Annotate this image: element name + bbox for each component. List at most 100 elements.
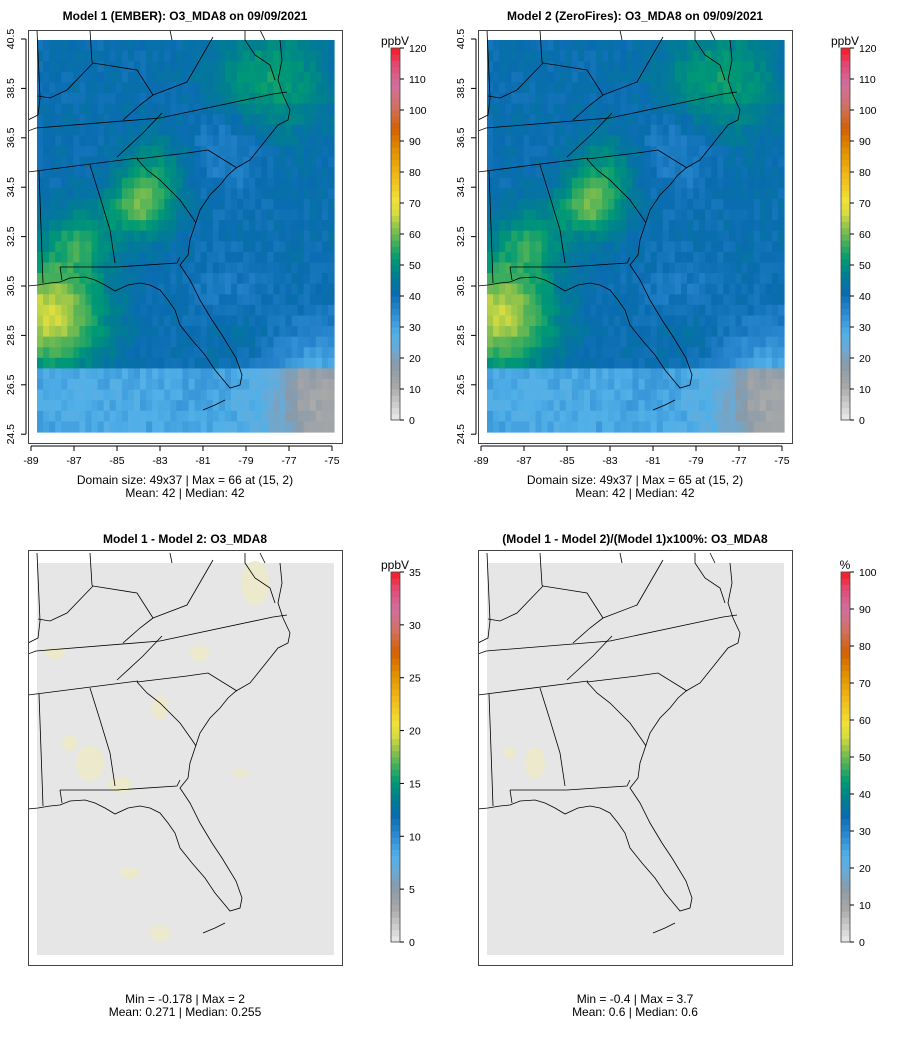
heatmap-cell: [158, 421, 165, 433]
heatmap-cell: [237, 273, 244, 285]
heatmap-cell: [200, 389, 208, 401]
heatmap-cell: [224, 50, 232, 62]
colorbar-swatch: [841, 578, 850, 585]
heatmap-cell: [771, 103, 779, 115]
heatmap-cell: [668, 71, 676, 83]
stats-footer: Domain size: 49x37 | Max = 66 at (15, 2): [77, 473, 293, 487]
colorbar-swatch: [841, 917, 850, 924]
heatmap-cell: [249, 251, 256, 264]
heatmap-cell: [680, 209, 688, 221]
heatmap-cell: [224, 283, 232, 295]
heatmap-cell: [115, 241, 123, 253]
heatmap-cell: [237, 61, 244, 73]
heatmap-cell: [777, 71, 785, 83]
heatmap-cell: [596, 304, 603, 317]
heatmap-cell: [523, 315, 531, 327]
heatmap-cell: [596, 177, 603, 189]
heatmap-cell: [729, 230, 737, 242]
heatmap-cell: [182, 114, 190, 126]
heatmap-cell: [182, 103, 190, 115]
state-border-line: [487, 559, 664, 622]
heatmap-cell: [559, 198, 567, 211]
heatmap-cell: [717, 124, 724, 136]
heatmap-cell: [620, 124, 628, 136]
heatmap-cell: [662, 92, 670, 105]
heatmap-cell: [321, 304, 329, 317]
heatmap-cell: [662, 61, 670, 73]
heatmap-cell: [194, 198, 202, 211]
heatmap-cell: [158, 92, 165, 105]
heatmap-cell: [218, 71, 226, 83]
heatmap-cell: [771, 156, 779, 168]
heatmap-cell: [674, 357, 682, 370]
heatmap-cell: [115, 209, 123, 221]
heatmap-cell: [759, 357, 767, 370]
heatmap-cell: [753, 124, 761, 136]
heatmap-cell: [152, 410, 159, 422]
heatmap-cell: [626, 262, 634, 274]
heatmap-cell: [61, 304, 68, 317]
heatmap-cell: [321, 167, 329, 179]
heatmap-cell: [735, 389, 743, 401]
heatmap-cell: [487, 389, 494, 401]
heatmap-cell: [49, 379, 56, 391]
heatmap-cell: [97, 262, 105, 274]
heatmap-cell: [212, 357, 220, 370]
heatmap-cell: [753, 198, 761, 211]
colorbar-swatch: [841, 389, 850, 396]
heatmap-cell: [309, 114, 317, 126]
heatmap-cell: [608, 251, 615, 264]
heatmap-cell: [529, 114, 537, 126]
heatmap-cell: [771, 368, 779, 380]
stats-footer: Mean: 0.271 | Median: 0.255: [109, 1005, 262, 1019]
heatmap-cell: [297, 410, 305, 422]
heatmap-cell: [535, 198, 543, 211]
heatmap-cell: [243, 336, 250, 348]
heatmap-cell: [327, 82, 335, 94]
heatmap-cell: [650, 294, 658, 306]
heatmap-cell: [109, 336, 117, 348]
heatmap-cell: [759, 389, 767, 401]
heatmap-cell: [493, 188, 500, 200]
heatmap-cell: [674, 304, 682, 317]
heatmap-cell: [487, 283, 494, 295]
heatmap-cell: [121, 230, 129, 242]
heatmap-cell: [517, 135, 524, 147]
heatmap-cell: [43, 209, 50, 221]
heatmap-cell: [121, 347, 129, 359]
state-border-line: [202, 922, 226, 934]
heatmap-cell: [487, 304, 494, 317]
heatmap-cell: [608, 262, 615, 274]
heatmap-cell: [279, 167, 287, 179]
heatmap-cell: [687, 124, 694, 136]
heatmap-cell: [499, 315, 506, 327]
heatmap-cell: [79, 336, 87, 348]
heatmap-cell: [541, 177, 549, 189]
state-border-line: [652, 922, 676, 934]
heatmap-cell: [705, 294, 712, 306]
heatmap-cell: [315, 92, 323, 105]
heatmap-cell: [517, 368, 524, 380]
heatmap-cell: [541, 251, 549, 264]
heatmap-cell: [644, 82, 652, 94]
heatmap-cell: [182, 71, 190, 83]
heatmap-cell: [553, 368, 561, 380]
heatmap-cell: [67, 156, 74, 168]
heatmap-cell: [152, 156, 159, 168]
heatmap-cell: [285, 347, 293, 359]
heatmap-cell: [255, 410, 262, 422]
heatmap-cell: [523, 220, 531, 232]
heatmap-cell: [674, 188, 682, 200]
heatmap-cell: [267, 209, 274, 221]
heatmap-cell: [644, 50, 652, 62]
heatmap-cell: [146, 82, 153, 94]
heatmap-cell: [717, 230, 724, 242]
heatmap-cell: [230, 50, 238, 62]
heatmap-cell: [103, 379, 111, 391]
heatmap-cell: [321, 71, 329, 83]
heatmap-cell: [267, 40, 274, 52]
colorbar-swatch: [841, 258, 850, 266]
heatmap-cell: [237, 262, 244, 274]
heatmap-cell: [626, 188, 634, 200]
heatmap-cell: [230, 82, 238, 94]
